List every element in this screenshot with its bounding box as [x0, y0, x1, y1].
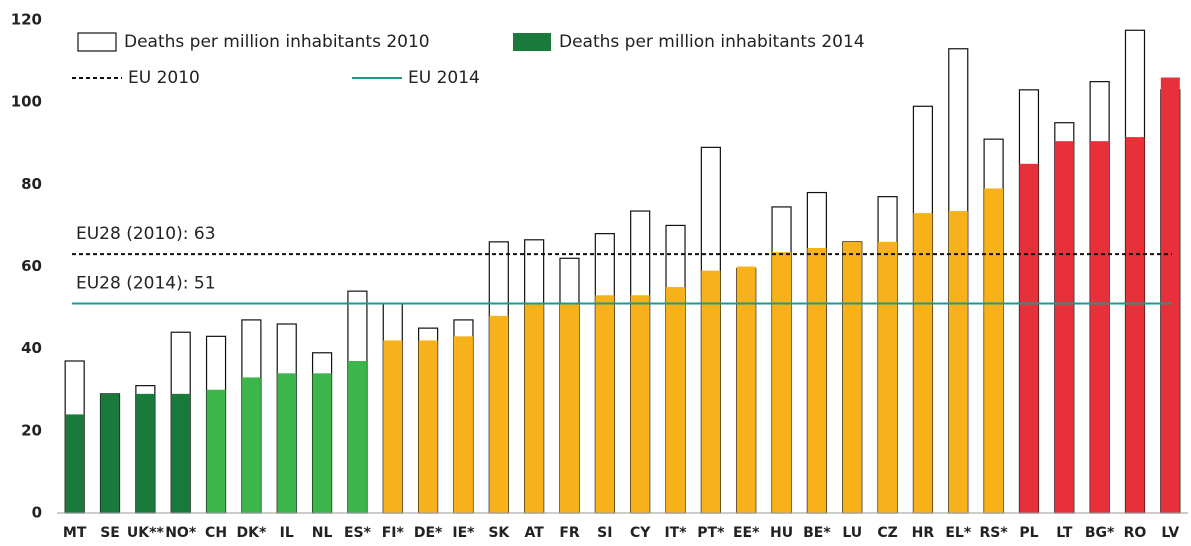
- y-tick-label: 120: [11, 11, 42, 29]
- bar: [772, 252, 792, 513]
- reference-label: EU28 (2010): 63: [76, 224, 216, 244]
- x-tick-label: SK: [488, 525, 510, 541]
- bar: [100, 393, 120, 513]
- bar: [135, 393, 155, 513]
- bar: [913, 213, 933, 513]
- x-tick-label: FI*: [382, 525, 405, 541]
- x-tick-label: RS*: [980, 525, 1009, 541]
- x-tick-label: ES*: [344, 525, 372, 541]
- bar: [347, 360, 367, 513]
- x-tick-label: CH: [205, 525, 227, 541]
- bar: [312, 373, 332, 513]
- bar: [630, 295, 650, 513]
- legend-swatch: [77, 32, 117, 52]
- bar: [383, 340, 403, 513]
- bar: [524, 303, 544, 513]
- x-tick-label: LV: [1161, 525, 1179, 541]
- bar: [418, 340, 438, 513]
- bar: [1125, 137, 1145, 513]
- x-tick-label: BE*: [803, 525, 831, 541]
- y-tick-label: 80: [21, 175, 42, 193]
- x-tick-label: RO: [1124, 525, 1147, 541]
- x-tick-label: HU: [770, 525, 793, 541]
- x-tick-label: HR: [912, 525, 935, 541]
- bar: [489, 315, 509, 513]
- x-tick-label: PT*: [697, 525, 725, 541]
- x-tick-label: IE*: [452, 525, 475, 541]
- bar: [878, 241, 898, 513]
- x-tick-label: EL*: [945, 525, 971, 541]
- bar: [948, 211, 968, 513]
- x-tick-label: MT: [63, 525, 87, 541]
- x-tick-label: DE*: [414, 525, 443, 541]
- bar: [666, 287, 686, 513]
- bar: [171, 393, 191, 513]
- bar: [842, 241, 862, 513]
- bar: [559, 303, 579, 513]
- bar: [1090, 141, 1110, 513]
- legend-label: EU 2010: [128, 68, 200, 88]
- x-tick-label: NO*: [165, 525, 197, 541]
- legend-swatch: [513, 33, 551, 51]
- x-tick-label: NL: [312, 525, 333, 541]
- x-tick-label: PL: [1019, 525, 1038, 541]
- y-tick-label: 100: [11, 93, 42, 111]
- x-tick-label: LT: [1056, 525, 1073, 541]
- x-tick-label: UK**: [127, 525, 165, 541]
- x-tick-label: SE: [100, 525, 120, 541]
- x-tick-label: AT: [524, 525, 544, 541]
- bar: [984, 188, 1004, 514]
- bar: [807, 248, 827, 513]
- legend-label: Deaths per million inhabitants 2010: [124, 32, 430, 52]
- bar: [241, 377, 261, 513]
- reference-label: EU28 (2014): 51: [76, 273, 216, 293]
- bar: [277, 373, 297, 513]
- bar: [1160, 77, 1180, 514]
- bar: [453, 336, 473, 513]
- x-tick-label: BG*: [1085, 525, 1115, 541]
- legend-label: EU 2014: [408, 68, 480, 88]
- bar: [1054, 141, 1074, 513]
- x-tick-label: EE*: [733, 525, 760, 541]
- x-tick-label: DK*: [236, 525, 266, 541]
- x-tick-label: CY: [630, 525, 651, 541]
- y-tick-label: 40: [21, 339, 42, 357]
- x-tick-label: CZ: [877, 525, 897, 541]
- x-tick-label: LU: [842, 525, 862, 541]
- bar: [206, 389, 226, 513]
- x-tick-label: IL: [280, 525, 294, 541]
- y-tick-label: 0: [32, 504, 42, 522]
- x-tick-label: IT*: [664, 525, 687, 541]
- x-tick-label: SI: [597, 525, 612, 541]
- bar: [65, 414, 85, 513]
- bar: [736, 266, 756, 513]
- bar: [595, 295, 615, 513]
- bar: [701, 270, 721, 513]
- y-tick-label: 20: [21, 421, 42, 439]
- legend-label: Deaths per million inhabitants 2014: [559, 32, 865, 52]
- bar: [1019, 163, 1039, 513]
- x-tick-label: FR: [559, 525, 580, 541]
- y-tick-label: 60: [21, 257, 42, 275]
